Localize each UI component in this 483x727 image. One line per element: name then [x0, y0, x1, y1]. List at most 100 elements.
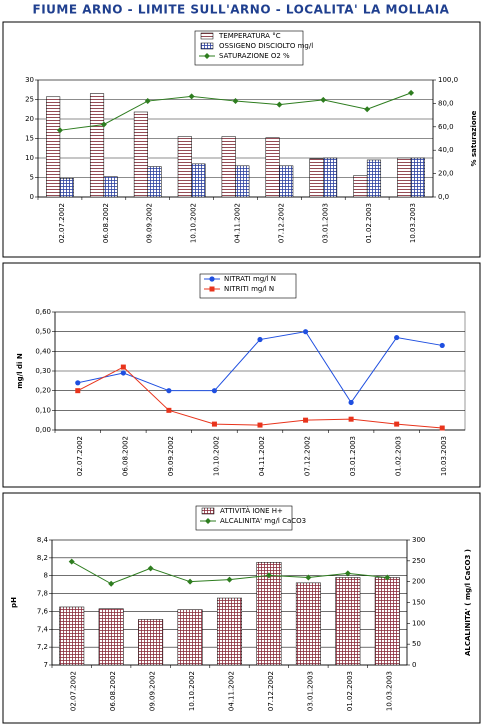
bar [221, 136, 236, 198]
point [305, 574, 312, 581]
x-tick-label: 03.01.2003 [349, 436, 357, 476]
bar [98, 608, 124, 666]
point [348, 399, 354, 406]
legend-label: ALCALINITA' mg/l CaCO3 [220, 517, 306, 525]
y2-tick-label: 50 [412, 640, 421, 648]
point [204, 53, 210, 59]
series-line-group [75, 329, 445, 406]
point [408, 89, 415, 96]
point [439, 425, 445, 431]
point [147, 565, 154, 572]
y-tick-label: 0,40 [35, 347, 51, 355]
legend-swatch [200, 32, 214, 40]
bar [177, 609, 203, 666]
x-tick-label: 02.07.2002 [76, 436, 84, 476]
point [205, 518, 211, 524]
y-tick-label: 7,4 [37, 625, 49, 633]
legend-label: SATURAZIONE O2 % [219, 52, 290, 60]
point [364, 106, 371, 113]
bar [177, 136, 192, 198]
x-tick-label: 04.11.2002 [234, 203, 242, 243]
bar [335, 577, 361, 666]
x-tick-label: 10.10.2002 [190, 203, 198, 243]
legend-label: OSSIGENO DISCIOLTO mg/l [219, 42, 313, 50]
x-tick-label: 09.09.2002 [149, 671, 157, 711]
bar [133, 111, 148, 198]
y-tick-label: 7,6 [37, 607, 49, 615]
y2-tick-label: 300 [412, 536, 425, 544]
y-tick-label: 0,50 [35, 328, 51, 336]
x-tick-label: 10.03.2003 [385, 671, 393, 711]
x-tick-label: 06.08.2002 [109, 671, 117, 711]
point [56, 127, 63, 134]
point [188, 93, 195, 100]
point [108, 580, 115, 587]
x-tick-label: 07.12.2002 [277, 203, 285, 243]
x-tick-label: 06.08.2002 [121, 436, 129, 476]
x-tick-label: 03.01.2003 [321, 203, 329, 243]
bar [323, 157, 338, 198]
point [394, 334, 400, 341]
point [320, 96, 327, 103]
point [232, 98, 239, 105]
point [120, 370, 126, 376]
y2-tick-label: 60,0 [438, 123, 454, 131]
y-tick-label: 20 [25, 115, 34, 123]
y-tick-label: 30 [25, 76, 34, 84]
bar [191, 163, 206, 198]
x-tick-label: 04.11.2002 [258, 436, 266, 476]
bar [46, 96, 61, 198]
legend-label: ATTIVITÀ IONE H+ [220, 506, 283, 515]
bar [217, 597, 242, 666]
legend-swatch [201, 507, 215, 515]
legend-label: NITRITI mg/l N [224, 285, 274, 293]
point [209, 276, 215, 282]
point [439, 342, 445, 349]
point [120, 364, 126, 370]
x-tick-label: 02.07.2002 [70, 671, 78, 711]
point [302, 329, 309, 335]
y-tick-label: 25 [25, 96, 34, 104]
series-line-group [56, 89, 415, 134]
bar [366, 159, 382, 198]
point [187, 578, 194, 585]
x-tick-label: 07.12.2002 [267, 671, 275, 711]
y-tick-label: 0,10 [35, 406, 51, 414]
x-tick-label: 06.08.2002 [102, 203, 110, 243]
bar [295, 582, 321, 666]
point [100, 121, 107, 128]
y-tick-label: 15 [25, 135, 34, 143]
y2-tick-label: 40,0 [438, 146, 454, 154]
bar [59, 606, 85, 666]
y-tick-label: 7 [44, 661, 48, 669]
point [144, 98, 151, 105]
y-tick-label: 8,2 [37, 554, 48, 562]
series-line-group [75, 364, 445, 431]
y2-axis-label: % saturazione [470, 110, 478, 166]
x-tick-label: 03.01.2003 [306, 671, 314, 711]
x-tick-label: 01.02.2003 [365, 203, 373, 243]
y-tick-label: 0,30 [35, 367, 51, 375]
point [166, 407, 172, 413]
x-tick-label: 09.09.2002 [167, 436, 175, 476]
x-tick-label: 10.03.2003 [440, 436, 448, 476]
bar [410, 157, 425, 198]
bar [265, 137, 280, 198]
bar [397, 157, 412, 198]
point [166, 388, 172, 394]
legend-swatch [200, 42, 214, 50]
point [394, 421, 400, 427]
series-line-group [68, 558, 391, 587]
y2-axis-label: ALCALINITA' ( mg/l CaCO3 ) [464, 549, 472, 656]
x-tick-label: 04.11.2002 [228, 671, 236, 711]
y-tick-label: 0 [30, 193, 34, 201]
bar [147, 166, 162, 198]
y-axis-label: pH [10, 597, 18, 608]
bar [374, 577, 400, 666]
bar [59, 178, 74, 198]
y2-tick-label: 100,0 [438, 76, 458, 84]
bar [256, 562, 282, 666]
x-tick-label: 02.07.2002 [58, 203, 66, 243]
y2-tick-label: 150 [412, 599, 425, 607]
